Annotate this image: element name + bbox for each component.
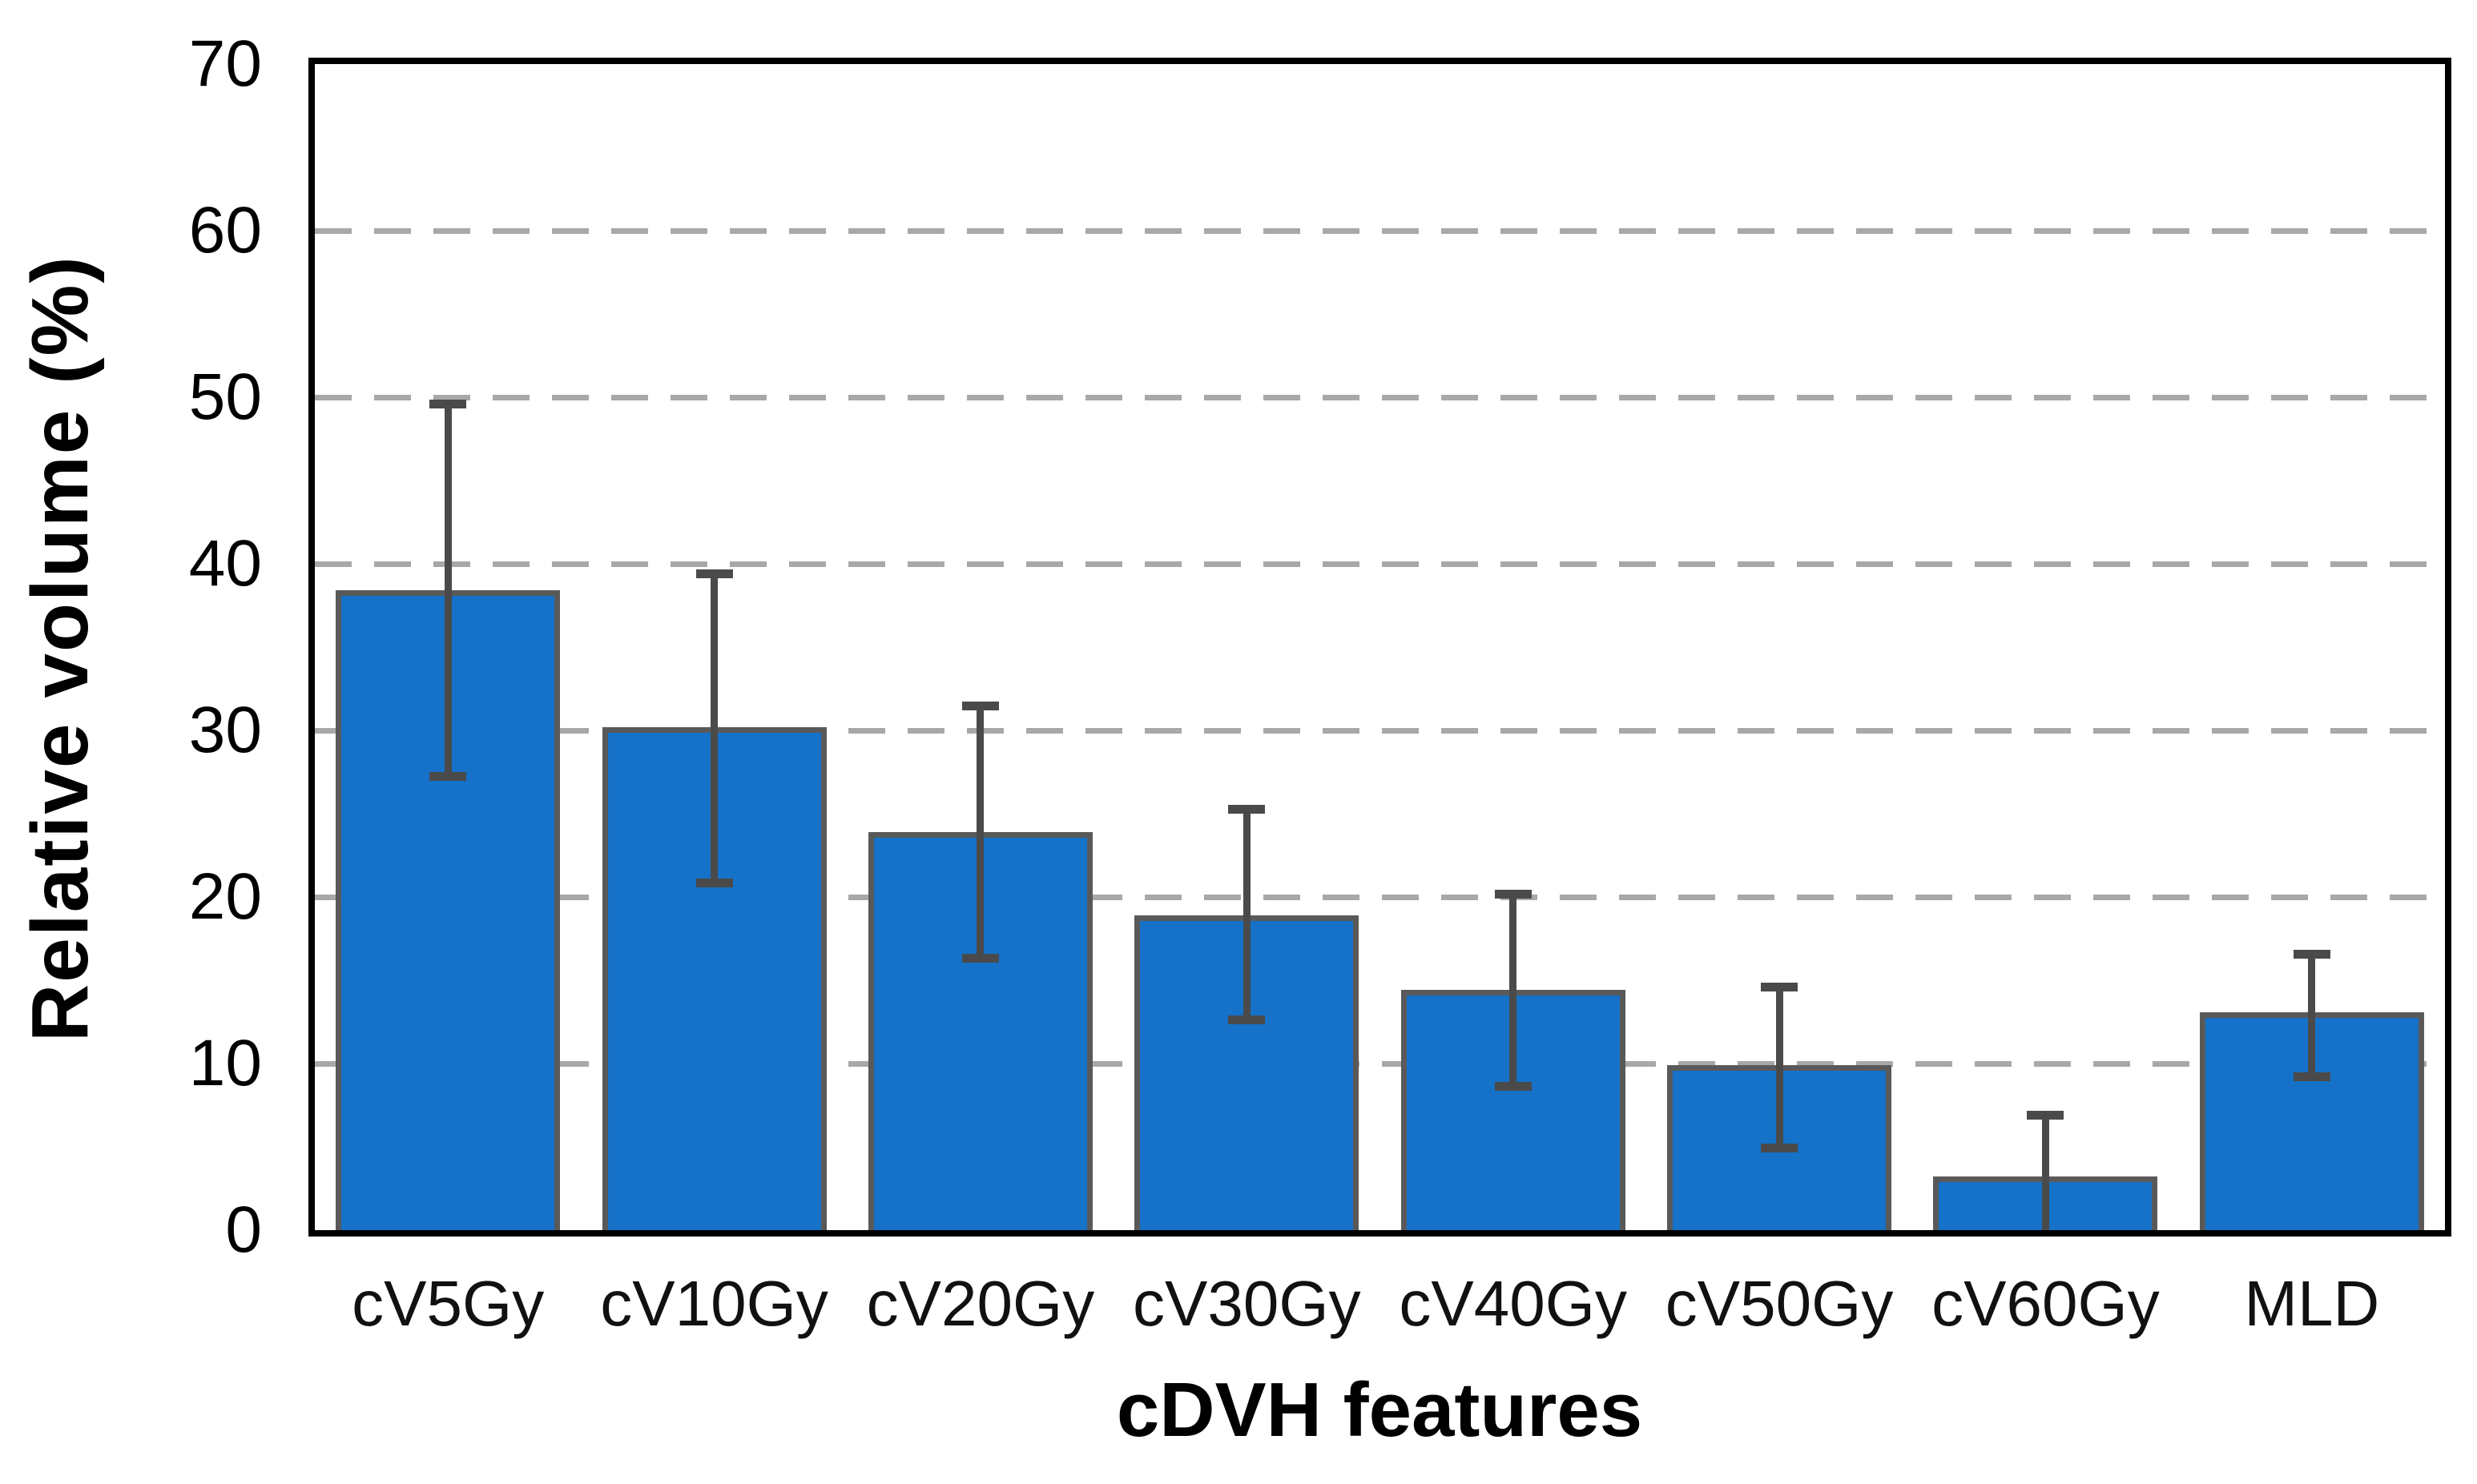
error-cap-upper-cV10Gy xyxy=(695,569,733,579)
error-bar-cV60Gy xyxy=(2041,1115,2049,1230)
error-cap-upper-cV50Gy xyxy=(1761,983,1798,992)
x-axis-title: cDVH features xyxy=(1116,1367,1643,1453)
grid-line-50 xyxy=(315,394,2445,400)
grid-line-60 xyxy=(315,227,2445,234)
bar-cV30Gy xyxy=(1134,915,1359,1230)
grid-line-10 xyxy=(315,1060,2445,1067)
grid-line-40 xyxy=(315,561,2445,567)
y-tick-label-30: 30 xyxy=(188,694,262,766)
y-tick-label-40: 40 xyxy=(188,527,262,600)
error-bar-MLD xyxy=(2308,953,2316,1077)
error-cap-upper-cV5Gy xyxy=(429,400,467,409)
y-tick-label-20: 20 xyxy=(188,860,262,933)
error-bar-cV40Gy xyxy=(1509,893,1517,1088)
error-cap-lower-cV40Gy xyxy=(1494,1082,1532,1092)
error-cap-upper-MLD xyxy=(2293,949,2330,959)
error-bar-cV10Gy xyxy=(711,573,719,884)
x-tick-label-cV40Gy: cV40Gy xyxy=(1399,1268,1627,1339)
error-cap-lower-cV10Gy xyxy=(695,879,733,888)
y-tick-label-60: 60 xyxy=(188,194,262,267)
y-axis-title: Relative volume (%) xyxy=(15,255,105,1043)
x-tick-label-cV10Gy: cV10Gy xyxy=(600,1268,828,1339)
x-tick-label-cV5Gy: cV5Gy xyxy=(352,1268,545,1339)
error-cap-lower-cV30Gy xyxy=(1228,1015,1266,1024)
error-cap-upper-cV40Gy xyxy=(1494,889,1532,899)
x-tick-label-MLD: MLD xyxy=(2244,1268,2380,1339)
x-tick-label-cV60Gy: cV60Gy xyxy=(1931,1268,2160,1339)
error-cap-lower-cV5Gy xyxy=(429,772,467,782)
y-tick-label-50: 50 xyxy=(188,360,262,433)
x-tick-label-cV50Gy: cV50Gy xyxy=(1665,1268,1894,1339)
x-tick-label-cV20Gy: cV20Gy xyxy=(866,1268,1095,1339)
error-cap-upper-cV60Gy xyxy=(2027,1111,2064,1120)
error-bar-cV30Gy xyxy=(1243,808,1251,1020)
error-cap-lower-cV20Gy xyxy=(961,953,999,963)
error-bar-cV5Gy xyxy=(444,404,452,778)
error-bar-cV20Gy xyxy=(977,705,985,959)
error-bar-cV50Gy xyxy=(1775,987,1783,1149)
error-cap-upper-cV30Gy xyxy=(1228,804,1266,814)
plot-area xyxy=(308,58,2451,1237)
error-cap-lower-MLD xyxy=(2293,1072,2330,1081)
grid-line-20 xyxy=(315,894,2445,900)
error-cap-upper-cV20Gy xyxy=(961,701,999,710)
y-tick-label-10: 10 xyxy=(188,1027,262,1100)
error-cap-lower-cV50Gy xyxy=(1761,1144,1798,1153)
y-tick-label-70: 70 xyxy=(188,27,262,100)
grid-line-30 xyxy=(315,727,2445,734)
x-tick-label-cV30Gy: cV30Gy xyxy=(1133,1268,1361,1339)
y-tick-label-0: 0 xyxy=(225,1193,262,1266)
plot-inner-area xyxy=(315,64,2445,1230)
